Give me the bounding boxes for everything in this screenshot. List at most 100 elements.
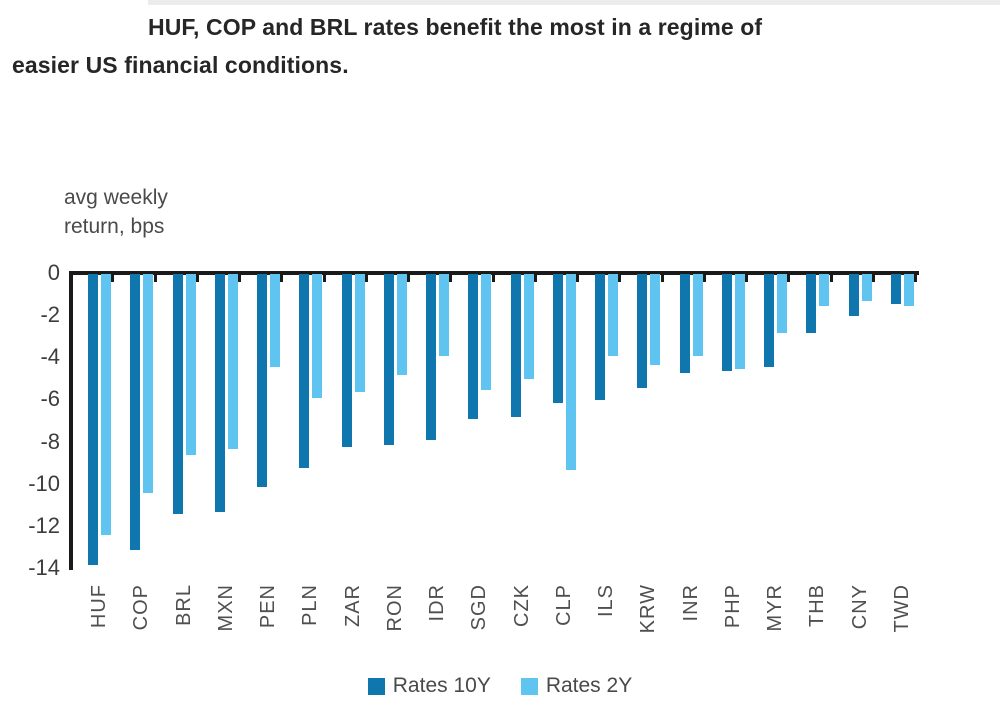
bar-php-rates-10y (721, 274, 732, 371)
y-axis-unit-line-1: avg weekly (64, 186, 168, 209)
y-tick-label--2: -2 (40, 302, 60, 328)
bar-brl-rates-2y (185, 274, 196, 456)
bar-group-cop (130, 274, 154, 551)
y-tick-label--12: -12 (28, 512, 60, 538)
x-axis-tick (660, 274, 664, 282)
bar-group-php (721, 274, 745, 371)
y-tick-label-0: 0 (47, 260, 60, 285)
x-axis-label-sgd: SGD (468, 584, 491, 631)
bar-ils-rates-10y (595, 274, 605, 401)
bar-cny-rates-2y (861, 274, 872, 302)
bar-group-thb (806, 274, 830, 333)
x-axis-label-huf: HUF (88, 584, 110, 629)
x-axis-tick (111, 274, 115, 282)
bar-group-brl (172, 274, 196, 515)
bar-czk-rates-2y (523, 274, 534, 380)
bar-group-inr (679, 274, 703, 374)
y-tick-label--8: -8 (40, 428, 60, 454)
bar-idr-rates-2y (439, 274, 449, 357)
plot-area (71, 274, 917, 574)
x-axis-label-inr: INR (679, 584, 702, 622)
y-axis-unit-label: avg weekly return, bps (64, 183, 168, 241)
x-axis-tick (238, 274, 241, 282)
chart-title-line-2: easier US financial conditions. (12, 52, 349, 78)
x-axis-label-clp: CLP (552, 584, 575, 626)
bar-group-twd (890, 274, 914, 306)
bar-inr-rates-2y (692, 274, 703, 357)
y-tick-label--14: -14 (28, 555, 60, 580)
x-axis-tick (787, 274, 791, 282)
x-axis-label-myr: MYR (764, 584, 786, 632)
x-axis-tick (153, 274, 157, 282)
bar-krw-rates-10y (637, 274, 648, 388)
bar-twd-rates-10y (890, 274, 901, 304)
x-axis-tick (576, 274, 579, 282)
x-axis-tick (914, 274, 917, 282)
x-axis-label-ron: RON (383, 584, 406, 632)
x-axis-tick (407, 274, 410, 282)
y-axis-unit-line-2: return, bps (64, 215, 165, 238)
bar-inr-rates-10y (679, 274, 690, 374)
bar-myr-rates-10y (764, 274, 774, 367)
bar-zar-rates-10y (341, 274, 352, 447)
x-axis-labels: HUF COP BRL MXN PEN PLN ZAR RON IDR SGD CZK CLP ILS K… (71, 584, 916, 674)
bar-huf-rates-2y (101, 274, 111, 536)
x-axis-line (69, 271, 919, 275)
bar-sgd-rates-10y (468, 274, 479, 420)
bar-mxn-rates-10y (214, 274, 225, 513)
x-axis-label-czk: CZK (510, 584, 533, 627)
x-axis-tick (618, 274, 622, 282)
x-axis-label-cop: COP (130, 584, 153, 631)
bar-ron-rates-2y (396, 274, 407, 376)
x-axis-tick (280, 274, 284, 282)
x-axis-tick (871, 274, 875, 282)
top-edge-strip (148, 0, 1000, 5)
legend-swatch-rates-2y (520, 677, 538, 695)
bar-clp-rates-2y (565, 274, 576, 470)
bar-group-czk (510, 274, 534, 418)
bar-zar-rates-2y (354, 274, 365, 392)
y-axis-line (69, 272, 73, 570)
bar-pen-rates-10y (257, 274, 267, 487)
bar-thb-rates-10y (806, 274, 817, 333)
x-axis-tick (745, 274, 748, 282)
bar-pln-rates-2y (312, 274, 323, 399)
x-axis-label-mxn: MXN (214, 584, 237, 632)
x-axis-label-twd: TWD (890, 584, 913, 633)
chart-title-line-1: HUF, COP and BRL rates benefit the most … (148, 14, 763, 40)
bar-mxn-rates-2y (227, 274, 238, 449)
x-axis-label-idr: IDR (426, 584, 448, 622)
x-axis-tick (195, 274, 199, 282)
bar-group-sgd (468, 274, 492, 420)
bar-cop-rates-10y (130, 274, 141, 551)
bar-group-pln (299, 274, 323, 468)
legend-item-rates-2y: Rates 2Y (520, 674, 633, 698)
x-axis-tick (364, 274, 368, 282)
bar-thb-rates-2y (819, 274, 830, 306)
bar-ils-rates-2y (608, 274, 618, 357)
bar-pen-rates-2y (270, 274, 280, 367)
bar-myr-rates-2y (777, 274, 787, 333)
bar-group-huf (88, 274, 111, 565)
bar-clp-rates-10y (552, 274, 563, 403)
chart-title: HUF, COP and BRL rates benefit the most … (12, 8, 932, 84)
y-tick-label--10: -10 (28, 470, 60, 496)
legend-label-rates-2y: Rates 2Y (545, 674, 633, 697)
bar-cny-rates-10y (848, 274, 859, 317)
bar-group-myr (764, 274, 787, 367)
x-axis-label-cny: CNY (848, 584, 871, 630)
bar-twd-rates-2y (903, 274, 914, 306)
bar-czk-rates-10y (510, 274, 521, 418)
bar-huf-rates-10y (88, 274, 98, 565)
bar-cop-rates-2y (143, 274, 154, 494)
x-axis-tick (449, 274, 453, 282)
bar-group-idr (426, 274, 449, 441)
bar-group-pen (257, 274, 280, 487)
bar-group-clp (552, 274, 576, 470)
x-axis-label-pen: PEN (257, 584, 279, 629)
x-axis-tick (829, 274, 833, 282)
bar-ron-rates-10y (383, 274, 394, 445)
bar-idr-rates-10y (426, 274, 436, 441)
legend-label-rates-10y: Rates 10Y (392, 674, 491, 697)
